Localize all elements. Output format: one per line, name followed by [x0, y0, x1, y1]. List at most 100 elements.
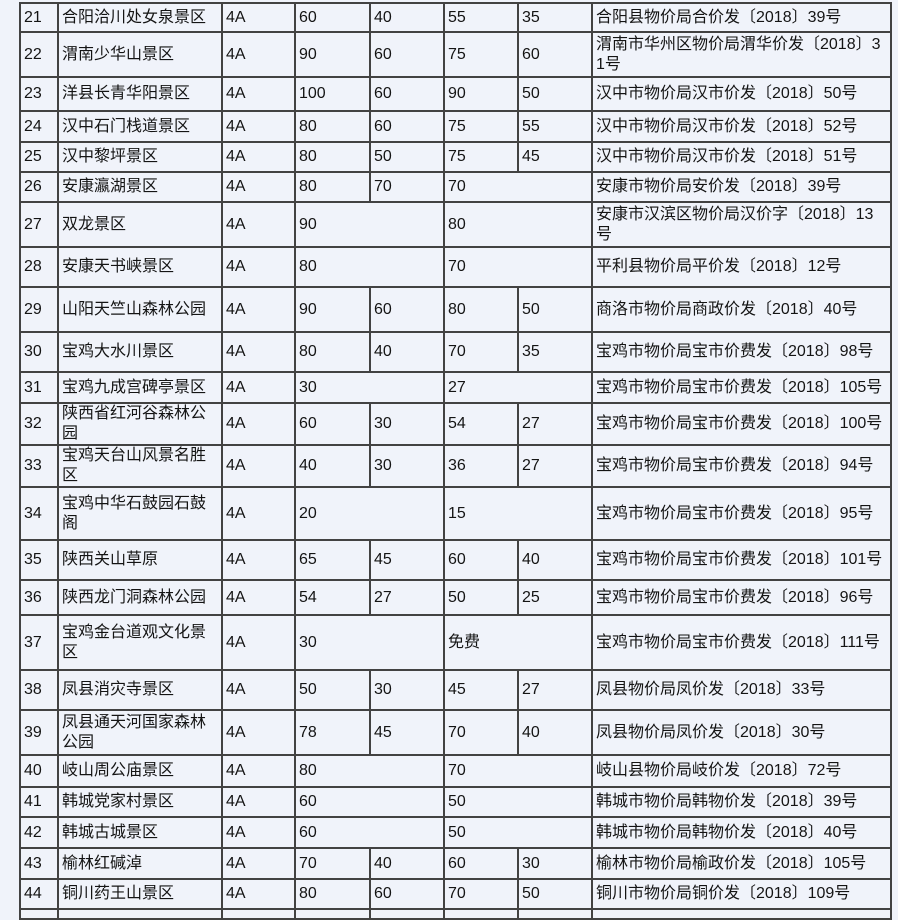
table-row: 28 安康天书峡景区 4A 80 70 平利县物价局平价发〔2018〕12号	[19, 246, 892, 288]
price-cell: 27	[517, 669, 593, 711]
row-number-cell: 26	[19, 171, 59, 203]
row-number-cell: 27	[19, 201, 59, 248]
price-cell: 90	[443, 76, 519, 112]
price-cell: 70	[294, 847, 371, 880]
price-cell: 27	[517, 402, 593, 446]
table-row: 32 陕西省红河谷森林公园 4A 60 30 54 27 宝鸡市物价局宝市价费发〔2018〕1…	[19, 402, 892, 446]
scenic-area-name-cell: 岐山周公庙景区	[57, 754, 223, 788]
row-number-cell: 28	[19, 246, 59, 288]
grade-cell: 4A	[221, 246, 296, 288]
scenic-area-name-cell: 陕西龙门洞森林公园	[57, 579, 223, 616]
document-number-cell: 铜川市物价局铜价发〔2018〕109号	[591, 878, 892, 910]
document-number-cell: 宝鸡市物价局宝市价费发〔2018〕98号	[591, 331, 892, 373]
price-cell: 78	[294, 709, 371, 756]
document-number-cell: 安康市汉滨区物价局汉价字〔2018〕13号	[591, 201, 892, 248]
grade-cell: 4A	[221, 614, 296, 671]
scenic-area-name-cell: 凤县消灾寺景区	[57, 669, 223, 711]
grade-cell: 4A	[221, 444, 296, 488]
price-cell: 80	[294, 878, 371, 910]
price-cell: 50	[517, 878, 593, 910]
price-cell: 30	[294, 614, 445, 671]
document-number-cell: 平利县物价局平价发〔2018〕12号	[591, 246, 892, 288]
document-number-cell: 榆林市物价局榆政价发〔2018〕105号	[591, 847, 892, 880]
price-cell: 50	[517, 286, 593, 333]
row-number-cell: 36	[19, 579, 59, 616]
grade-cell: 4A	[221, 709, 296, 756]
document-number-cell: 宝鸡市物价局宝市价费发〔2018〕105号	[591, 371, 892, 404]
document-number-cell: 汉中市物价局汉市价发〔2018〕52号	[591, 110, 892, 143]
table-row: 35 陕西关山草原 4A 65 45 60 40 宝鸡市物价局宝市价费发〔2018〕101号	[19, 539, 892, 581]
grade-cell: 4A	[221, 878, 296, 910]
row-number-cell: 22	[19, 31, 59, 78]
row-number-cell: 32	[19, 402, 59, 446]
row-number-cell: 24	[19, 110, 59, 143]
price-cell: 35	[517, 2, 593, 33]
price-cell: 27	[369, 579, 445, 616]
price-cell: 70	[443, 878, 519, 910]
table-row: 24 汉中石门栈道景区 4A 80 60 75 55 汉中市物价局汉市价发〔2018〕52号	[19, 110, 892, 143]
document-number-cell: 宝鸡市物价局宝市价费发〔2018〕94号	[591, 444, 892, 488]
scenic-area-price-table: 21 合阳洽川处女泉景区 4A 60 40 55 35 合阳县物价局合价发〔2018〕39号 2…	[19, 2, 892, 920]
price-cell: 30	[517, 847, 593, 880]
price-cell: 50	[369, 141, 445, 173]
price-cell: 60	[294, 402, 371, 446]
table-row: 31 宝鸡九成宫碑亭景区 4A 30 27 宝鸡市物价局宝市价费发〔2018〕105号	[19, 371, 892, 404]
row-number-cell: 31	[19, 371, 59, 404]
grade-cell: 4A	[221, 76, 296, 112]
table-row: 33 宝鸡天台山风景名胜区 4A 40 30 36 27 宝鸡市物价局宝市价费发〔2018〕9…	[19, 444, 892, 488]
price-cell: 50	[443, 579, 519, 616]
table-row: 29 山阳天竺山森林公园 4A 90 60 80 50 商洛市物价局商政价发〔2018〕40号	[19, 286, 892, 333]
price-cell: 70	[443, 171, 593, 203]
table-row: 23 洋县长青华阳景区 4A 100 60 90 50 汉中市物价局汉市价发〔2018〕50号	[19, 76, 892, 112]
document-number-cell: 韩城市物价局韩物价发〔2018〕39号	[591, 786, 892, 818]
scenic-area-name-cell: 洋县长青华阳景区	[57, 76, 223, 112]
table-row: 25 汉中黎坪景区 4A 80 50 75 45 汉中市物价局汉市价发〔2018〕51号	[19, 141, 892, 173]
grade-cell: 4A	[221, 110, 296, 143]
price-cell: 50	[443, 786, 593, 818]
price-cell: 36	[443, 444, 519, 488]
grade-cell: 4A	[221, 141, 296, 173]
document-number-cell: 安康市物价局安价发〔2018〕39号	[591, 171, 892, 203]
row-number-cell: 43	[19, 847, 59, 880]
price-cell: 60	[294, 2, 371, 33]
document-number-cell: 宝鸡市物价局宝市价费发〔2018〕111号	[591, 614, 892, 671]
row-number-cell	[19, 908, 59, 920]
table-row: 40 岐山周公庙景区 4A 80 70 岐山县物价局岐价发〔2018〕72号	[19, 754, 892, 788]
price-cell: 65	[294, 539, 371, 581]
document-number-cell: 汉中市物价局汉市价发〔2018〕51号	[591, 141, 892, 173]
table-row: 27 双龙景区 4A 90 80 安康市汉滨区物价局汉价字〔2018〕13号	[19, 201, 892, 248]
grade-cell: 4A	[221, 669, 296, 711]
row-number-cell: 29	[19, 286, 59, 333]
price-cell: 55	[443, 2, 519, 33]
row-number-cell: 30	[19, 331, 59, 373]
row-number-cell: 25	[19, 141, 59, 173]
scenic-area-name-cell: 安康瀛湖景区	[57, 171, 223, 203]
table-row: 34 宝鸡中华石鼓园石鼓阁 4A 20 15 宝鸡市物价局宝市价费发〔2018〕95号	[19, 486, 892, 541]
price-cell	[517, 908, 593, 920]
price-cell: 40	[517, 709, 593, 756]
price-cell: 80	[443, 201, 593, 248]
document-number-cell: 汉中市物价局汉市价发〔2018〕50号	[591, 76, 892, 112]
price-cell	[369, 908, 445, 920]
row-number-cell: 38	[19, 669, 59, 711]
scenic-area-name-cell: 陕西关山草原	[57, 539, 223, 581]
scenic-area-name-cell: 韩城古城景区	[57, 816, 223, 849]
price-cell	[294, 908, 371, 920]
price-cell: 70	[443, 246, 593, 288]
scenic-area-name-cell: 榆林红碱淖	[57, 847, 223, 880]
grade-cell: 4A	[221, 31, 296, 78]
row-number-cell: 23	[19, 76, 59, 112]
table-row: 30 宝鸡大水川景区 4A 80 40 70 35 宝鸡市物价局宝市价费发〔2018〕98号	[19, 331, 892, 373]
row-number-cell: 39	[19, 709, 59, 756]
price-table-body: 21 合阳洽川处女泉景区 4A 60 40 55 35 合阳县物价局合价发〔2018〕39号 2…	[19, 2, 892, 920]
table-row: 21 合阳洽川处女泉景区 4A 60 40 55 35 合阳县物价局合价发〔2018〕39号	[19, 2, 892, 33]
row-number-cell: 37	[19, 614, 59, 671]
scenic-area-name-cell: 渭南少华山景区	[57, 31, 223, 78]
table-row: 37 宝鸡金台道观文化景区 4A 30 免费 宝鸡市物价局宝市价费发〔2018〕111号	[19, 614, 892, 671]
price-cell: 90	[294, 31, 371, 78]
document-number-cell: 岐山县物价局岐价发〔2018〕72号	[591, 754, 892, 788]
price-cell: 45	[443, 669, 519, 711]
price-cell: 80	[294, 110, 371, 143]
table-row: 44 铜川药王山景区 4A 80 60 70 50 铜川市物价局铜价发〔2018〕109号	[19, 878, 892, 910]
row-number-cell: 41	[19, 786, 59, 818]
